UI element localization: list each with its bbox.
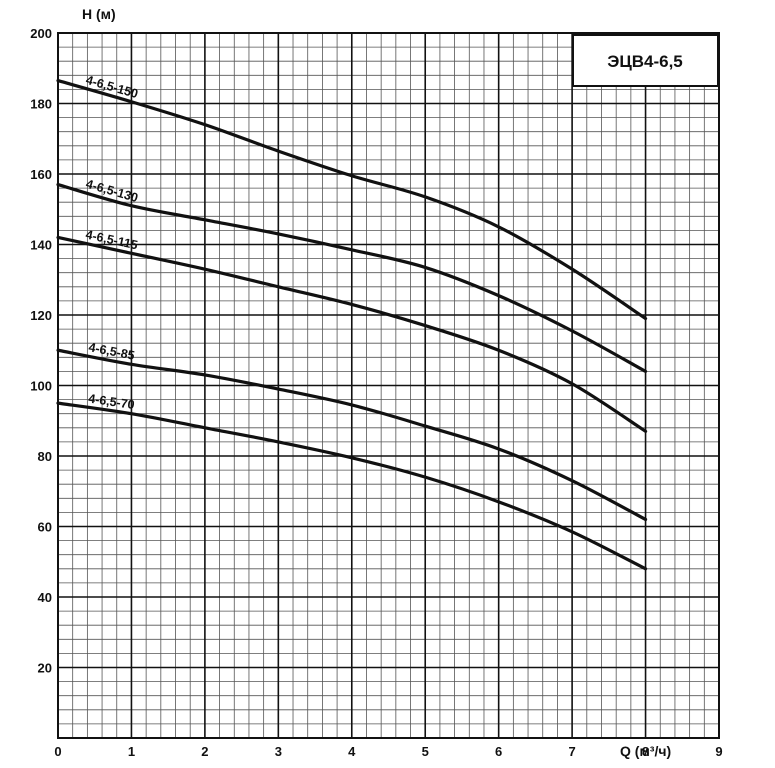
x-tick-label: 6	[495, 744, 502, 759]
series-line-2	[56, 182, 648, 373]
series-line-4	[56, 348, 648, 522]
y-tick-label: 60	[38, 520, 52, 535]
title-box: ЭЦВ4-6,5	[572, 34, 719, 87]
y-axis-title: H (м)	[82, 6, 116, 22]
x-tick-label: 0	[54, 744, 61, 759]
y-tick-label: 140	[30, 238, 52, 253]
grid-major	[57, 32, 720, 738]
x-tick-label: 3	[275, 744, 282, 759]
series-line-3	[56, 235, 648, 433]
y-tick-label: 20	[38, 661, 52, 676]
y-tick-label: 160	[30, 167, 52, 182]
title-box-frame	[572, 34, 719, 87]
x-tick-label: 2	[201, 744, 208, 759]
x-tick-label: 1	[128, 744, 135, 759]
x-tick-labels: 0 1 2 3 4 5 6 7 8 9	[54, 744, 722, 759]
x-tick-label: 8	[642, 744, 649, 759]
y-tick-labels: 20 40 60 80 100 120 140 160 180 200	[30, 26, 52, 676]
y-tick-label: 100	[30, 379, 52, 394]
y-tick-label: 40	[38, 590, 52, 605]
x-tick-label: 9	[715, 744, 722, 759]
plot-frame	[57, 32, 720, 739]
y-tick-label: 80	[38, 449, 52, 464]
series-label-5: 4-6,5-70	[87, 392, 135, 412]
y-tick-label: 180	[30, 97, 52, 112]
y-tick-label: 200	[30, 26, 52, 41]
chart-title: ЭЦВ4-6,5	[607, 52, 683, 71]
x-tick-label: 7	[568, 744, 575, 759]
series-line-1	[56, 78, 648, 321]
y-tick-label: 120	[30, 308, 52, 323]
x-axis-title: Q (м³/ч)	[620, 743, 671, 759]
series-line-5	[56, 401, 648, 571]
x-tick-label: 4	[348, 744, 356, 759]
x-tick-label: 5	[422, 744, 429, 759]
series-lines	[56, 78, 648, 571]
